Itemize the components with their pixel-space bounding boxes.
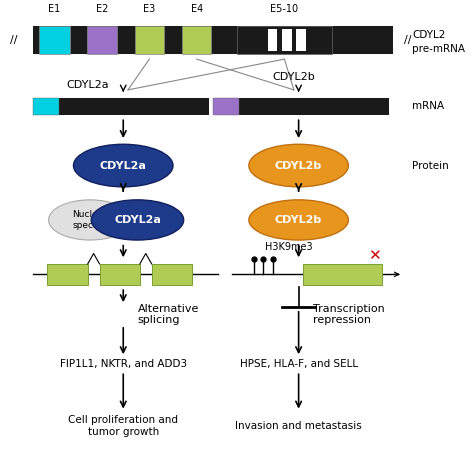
Bar [213,98,239,115]
Ellipse shape [73,144,173,187]
Text: CDYL2a: CDYL2a [114,215,161,225]
Ellipse shape [91,200,184,240]
Text: pre-mRNA: pre-mRNA [412,44,465,54]
Bar [39,26,70,54]
Text: Alternative
splicing: Alternative splicing [137,304,199,325]
Text: Invasion and metastasis: Invasion and metastasis [235,420,362,431]
Text: FIP1L1, NKTR, and ADD3: FIP1L1, NKTR, and ADD3 [60,359,187,369]
Text: //: // [404,35,411,45]
Text: CDYL2b: CDYL2b [275,215,322,225]
Text: CDYL2b: CDYL2b [273,71,315,82]
Bar [213,98,389,115]
Text: HPSE, HLA-F, and SELL: HPSE, HLA-F, and SELL [239,359,358,369]
Bar [33,26,393,54]
Text: Cell proliferation and
tumor growth: Cell proliferation and tumor growth [68,415,178,437]
Text: E1: E1 [48,4,61,14]
Bar [33,98,59,115]
Text: //: // [10,35,18,45]
Text: CDYL2b: CDYL2b [275,160,322,171]
Text: mRNA: mRNA [412,101,445,112]
Bar [100,264,140,285]
Text: H3K9me3: H3K9me3 [265,242,313,253]
Bar [135,26,164,54]
Bar [303,264,382,285]
Text: CDYL2: CDYL2 [412,29,446,40]
Bar [33,98,209,115]
Ellipse shape [249,200,348,240]
Bar [47,264,88,285]
Text: CDYL2a: CDYL2a [100,160,146,171]
Ellipse shape [49,200,131,240]
Text: E3: E3 [143,4,155,14]
Ellipse shape [249,144,348,187]
Bar [282,29,292,51]
Text: CDYL2a: CDYL2a [66,80,109,90]
Text: E4: E4 [191,4,203,14]
Bar [268,29,277,51]
Text: Nuclear
speckle: Nuclear speckle [73,210,108,230]
Text: Protein: Protein [412,160,449,171]
Bar [182,26,211,54]
Bar [152,264,192,285]
Bar [237,26,332,54]
Text: ✕: ✕ [368,248,381,263]
Bar [86,26,117,54]
Bar [296,29,306,51]
Text: E5-10: E5-10 [270,4,299,14]
Text: E2: E2 [96,4,108,14]
Text: Transcription
repression: Transcription repression [313,304,384,325]
